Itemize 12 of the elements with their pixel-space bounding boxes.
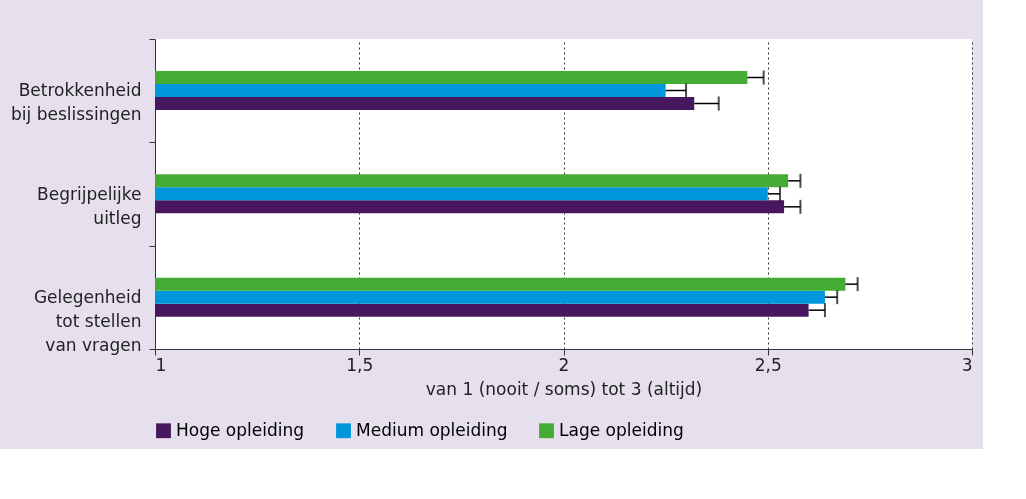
legend-label: Medium opleiding [356,419,508,440]
legend-label: Hoge opleiding [176,419,305,440]
y-tick-label: Begrijpelijke uitleg [37,183,142,228]
y-tick-label: Gelegenheid tot stellen van vragen [33,286,142,355]
y-tick-label: Betrokkenheid bij beslissingen [11,80,142,125]
x-tick-label: 2 [558,354,570,375]
x-tick-label: 1 [155,354,167,375]
legend-label: Lage opleiding [559,419,684,440]
x-tick-label: 2,5 [754,354,782,375]
x-axis-title: van 1 (nooit / soms) tot 3 (altijd) [425,378,703,399]
x-tick-label: 1,5 [346,354,374,375]
x-tick-label: 3 [961,354,973,375]
